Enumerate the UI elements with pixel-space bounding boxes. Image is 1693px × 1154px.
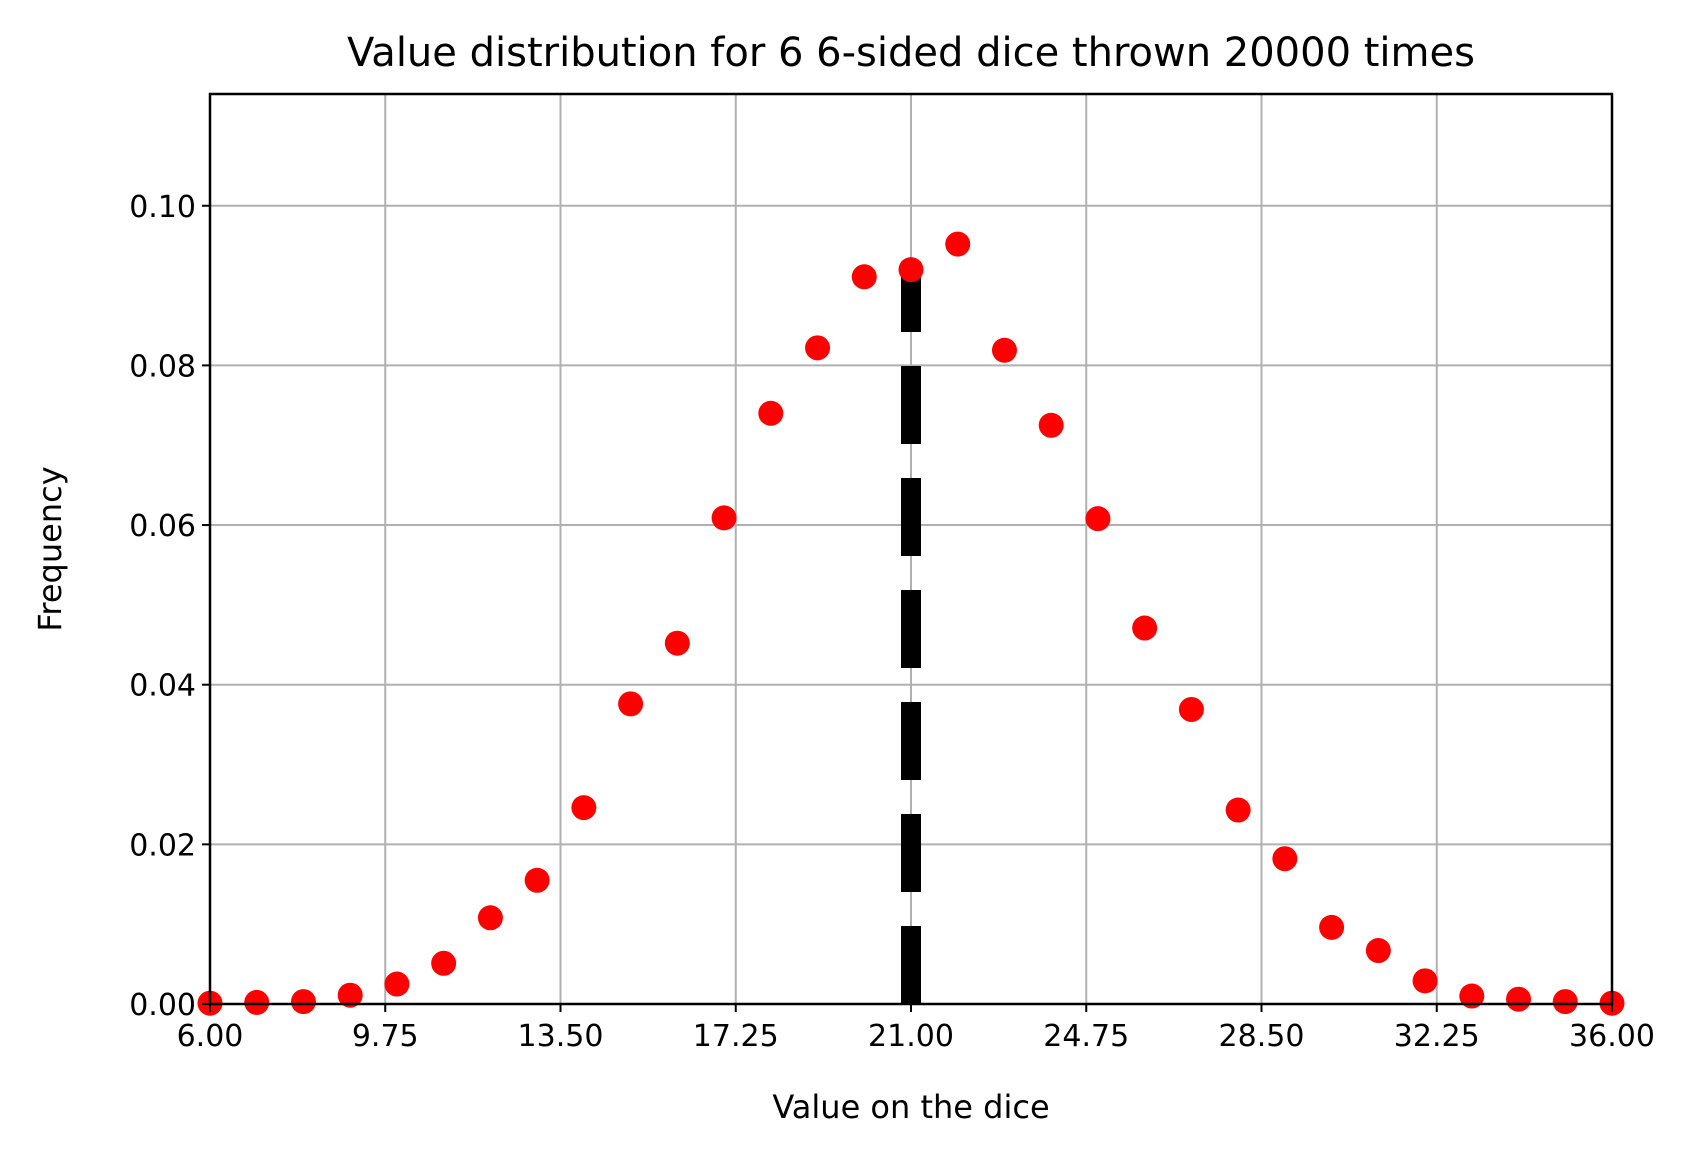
data-point bbox=[1459, 983, 1485, 1009]
data-point bbox=[991, 337, 1017, 363]
data-point bbox=[758, 400, 784, 426]
x-tick-label: 21.00 bbox=[868, 1019, 954, 1054]
y-axis-label: Frequency bbox=[31, 466, 69, 631]
axis-ticks: 6.00 9.75 13.50 17.25 21.00 24.75 28.50 32.25 36… bbox=[129, 190, 1655, 1054]
x-tick-label: 13.50 bbox=[518, 1019, 604, 1054]
data-point bbox=[384, 971, 410, 997]
data-point bbox=[898, 257, 924, 283]
data-point bbox=[1365, 938, 1391, 964]
data-point bbox=[477, 905, 503, 931]
data-point bbox=[431, 950, 457, 976]
data-point bbox=[805, 335, 831, 361]
data-point bbox=[244, 989, 270, 1015]
x-tick-label: 32.25 bbox=[1394, 1019, 1480, 1054]
y-tick-label: 0.08 bbox=[129, 349, 196, 384]
data-point bbox=[290, 989, 316, 1015]
data-points bbox=[197, 231, 1625, 1016]
data-point bbox=[1132, 615, 1158, 641]
data-point bbox=[337, 982, 363, 1008]
x-tick-label: 36.00 bbox=[1569, 1019, 1655, 1054]
data-point bbox=[524, 867, 550, 893]
chart-title: Value distribution for 6 6-sided dice th… bbox=[347, 30, 1475, 76]
y-tick-label: 0.02 bbox=[129, 828, 196, 863]
x-tick-label: 28.50 bbox=[1219, 1019, 1305, 1054]
data-point bbox=[1506, 986, 1532, 1012]
x-axis-label: Value on the dice bbox=[772, 1088, 1049, 1126]
data-point bbox=[1085, 506, 1111, 532]
data-point bbox=[1225, 797, 1251, 823]
y-tick-label: 0.10 bbox=[129, 190, 196, 225]
data-point bbox=[618, 691, 644, 717]
x-tick-label: 24.75 bbox=[1043, 1019, 1129, 1054]
data-point bbox=[1412, 968, 1438, 994]
x-tick-label: 9.75 bbox=[352, 1019, 419, 1054]
x-tick-label: 17.25 bbox=[693, 1019, 779, 1054]
data-point bbox=[851, 264, 877, 290]
data-point bbox=[1552, 989, 1578, 1015]
x-tick-label: 6.00 bbox=[177, 1019, 244, 1054]
data-point bbox=[664, 630, 690, 656]
data-point bbox=[1272, 846, 1298, 872]
data-point bbox=[1319, 914, 1345, 940]
data-point bbox=[1178, 696, 1204, 722]
data-point bbox=[711, 505, 737, 531]
y-tick-label: 0.06 bbox=[129, 509, 196, 544]
y-tick-label: 0.04 bbox=[129, 669, 196, 704]
data-point bbox=[571, 795, 597, 821]
data-point bbox=[1038, 412, 1064, 438]
data-point bbox=[945, 231, 971, 257]
y-tick-label: 0.00 bbox=[129, 988, 196, 1023]
